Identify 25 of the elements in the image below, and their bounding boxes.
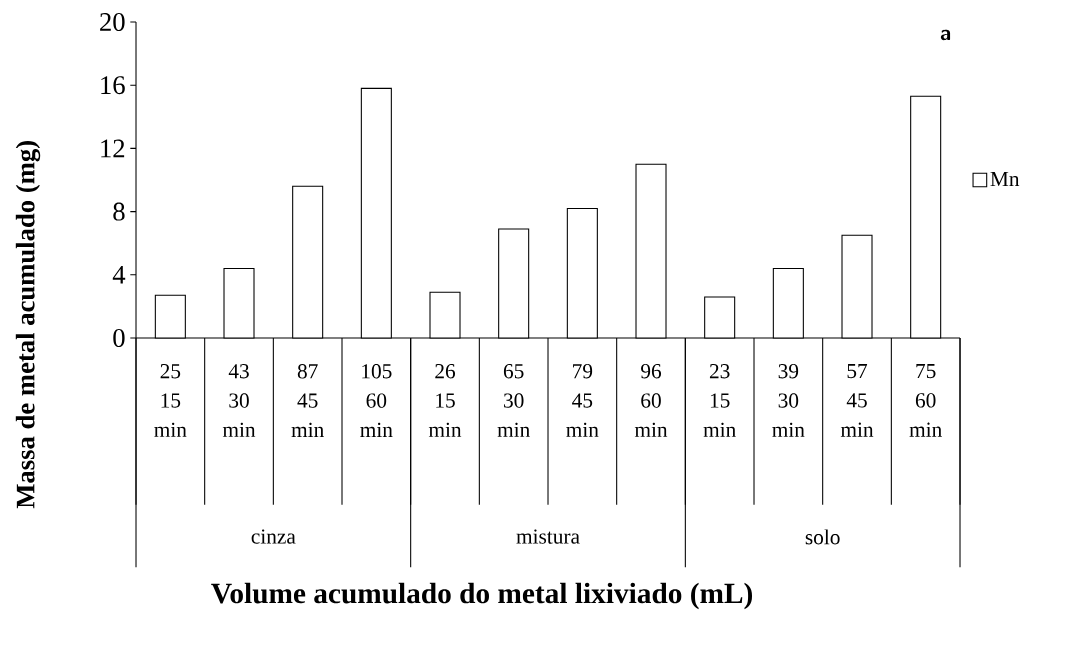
y-tick-label: 20: [100, 13, 125, 31]
y-tick-label: 8: [113, 202, 125, 221]
x-tick-label: 39 30 min: [772, 364, 805, 437]
x-tick-label: 87 45 min: [291, 364, 324, 437]
y-axis-title: Massa de metal acumulado (mg): [15, 141, 41, 509]
text: solo: [805, 529, 840, 545]
x-tick-label: 26 15 min: [428, 364, 462, 437]
x-tick-label: 65 30 min: [497, 364, 530, 437]
text: mistura: [516, 529, 580, 544]
y-tick-label: 4: [112, 266, 126, 284]
x-tick-label: 57 45 min: [840, 364, 874, 437]
y-tick-label: 12: [101, 139, 125, 158]
x-tick-label: 79 45 min: [566, 364, 599, 437]
x-tick-label: 75 60 min: [909, 364, 942, 437]
x-tick-label: 96 60 min: [634, 364, 668, 437]
x-tick-label: 43 30 min: [222, 364, 256, 437]
annotation: a: [940, 29, 951, 41]
x-tick-label: 105 60 min: [360, 364, 393, 437]
y-tick-label: 16: [101, 76, 125, 95]
x-tick-label: 25 15 min: [154, 364, 187, 437]
x-tick-label: 23 15 min: [703, 364, 736, 437]
text: cinza: [251, 529, 296, 544]
y-tick-label: 0: [113, 329, 125, 347]
legend-label: Mn: [990, 172, 1020, 186]
x-axis-title: Volume acumulado do metal lixiviado (mL): [211, 582, 753, 610]
